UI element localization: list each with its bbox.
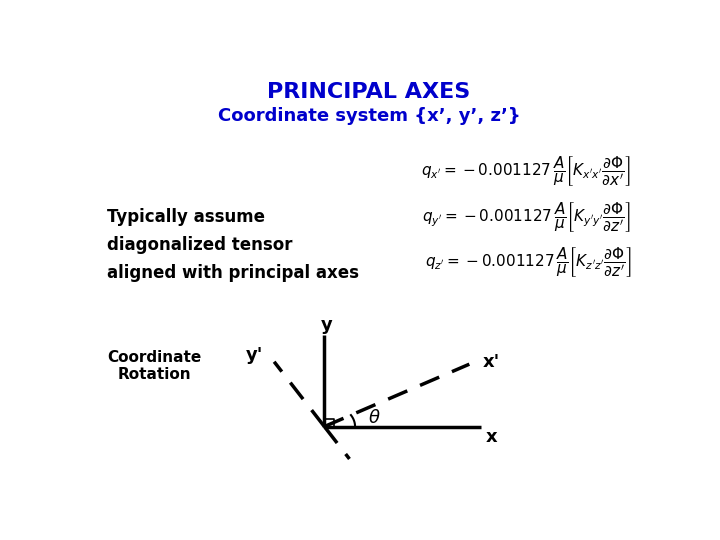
- Text: Coordinate system {x’, y’, z’}: Coordinate system {x’, y’, z’}: [217, 106, 521, 125]
- Text: PRINCIPAL AXES: PRINCIPAL AXES: [267, 82, 471, 102]
- Text: Coordinate
Rotation: Coordinate Rotation: [107, 350, 202, 382]
- Text: x': x': [483, 353, 500, 371]
- Text: Typically assume: Typically assume: [107, 207, 265, 226]
- Text: $q_{x'} = -0.001127\,\dfrac{A}{\mu}\left[K_{x'x'}\dfrac{\partial\Phi}{\partial x: $q_{x'} = -0.001127\,\dfrac{A}{\mu}\left…: [421, 154, 631, 188]
- Text: y': y': [246, 347, 264, 364]
- Text: y: y: [321, 316, 333, 334]
- Text: $q_{z'} = -0.001127\,\dfrac{A}{\mu}\left[K_{z'z'}\dfrac{\partial\Phi}{\partial z: $q_{z'} = -0.001127\,\dfrac{A}{\mu}\left…: [425, 245, 631, 279]
- Text: diagonalized tensor: diagonalized tensor: [107, 236, 292, 254]
- Text: aligned with principal axes: aligned with principal axes: [107, 264, 359, 282]
- Text: $q_{y'} = -0.001127\,\dfrac{A}{\mu}\left[K_{y'y'}\dfrac{\partial\Phi}{\partial z: $q_{y'} = -0.001127\,\dfrac{A}{\mu}\left…: [423, 200, 631, 234]
- Text: $\theta$: $\theta$: [369, 409, 381, 427]
- Text: x: x: [486, 428, 498, 446]
